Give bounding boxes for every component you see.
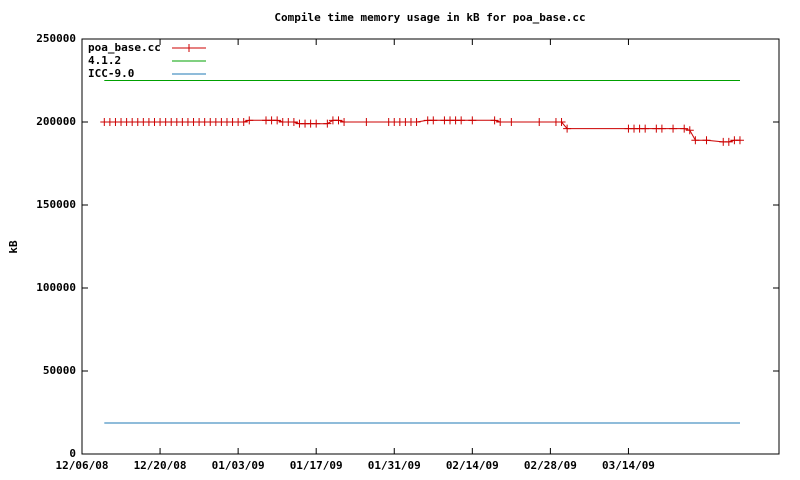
point-marker	[457, 116, 466, 125]
legend-label: poa_base.cc	[88, 41, 161, 54]
legend-label: ICC-9.0	[88, 67, 134, 80]
y-tick-label: 0	[69, 447, 76, 460]
point-marker	[724, 137, 733, 146]
y-tick-label: 200000	[36, 115, 76, 128]
point-marker	[289, 118, 298, 126]
point-marker	[691, 136, 700, 145]
y-tick-label: 250000	[36, 32, 76, 45]
point-marker	[412, 118, 421, 126]
point-marker	[685, 126, 694, 135]
point-marker	[702, 136, 711, 145]
chart-title: Compile time memory usage in kB for poa_…	[274, 11, 585, 24]
point-marker	[507, 118, 516, 126]
plot-frame	[81, 38, 780, 455]
point-marker	[680, 124, 689, 133]
point-marker	[496, 118, 505, 126]
point-marker	[468, 116, 477, 125]
point-marker	[323, 119, 332, 128]
point-marker	[312, 119, 321, 128]
y-tick-label: 100000	[36, 281, 76, 294]
point-marker	[245, 116, 254, 125]
point-marker	[641, 124, 650, 133]
point-marker	[557, 118, 566, 126]
x-tick-label: 12/06/08	[56, 459, 109, 472]
legend-marker	[185, 44, 193, 52]
x-tick-label: 02/14/09	[446, 459, 499, 472]
point-marker	[563, 124, 572, 133]
point-marker	[535, 118, 544, 126]
point-marker	[657, 124, 666, 133]
x-tick-label: 12/20/08	[134, 459, 187, 472]
series-line	[104, 119, 740, 143]
x-tick-label: 03/14/09	[602, 459, 655, 472]
point-marker	[669, 124, 678, 133]
x-tick-label: 01/17/09	[290, 459, 343, 472]
point-marker	[334, 116, 343, 125]
point-marker	[735, 136, 744, 145]
y-tick-label: 150000	[36, 198, 76, 211]
point-marker	[273, 116, 282, 125]
y-axis-label: kB	[7, 240, 20, 254]
point-marker	[362, 118, 371, 126]
y-tick-label: 50000	[43, 364, 76, 377]
x-tick-label: 02/28/09	[524, 459, 577, 472]
point-marker	[490, 116, 499, 125]
point-marker	[340, 118, 349, 126]
legend-label: 4.1.2	[88, 54, 121, 67]
x-tick-label: 01/03/09	[212, 459, 265, 472]
point-marker	[239, 118, 248, 126]
x-tick-label: 01/31/09	[368, 459, 421, 472]
point-marker	[429, 116, 438, 125]
